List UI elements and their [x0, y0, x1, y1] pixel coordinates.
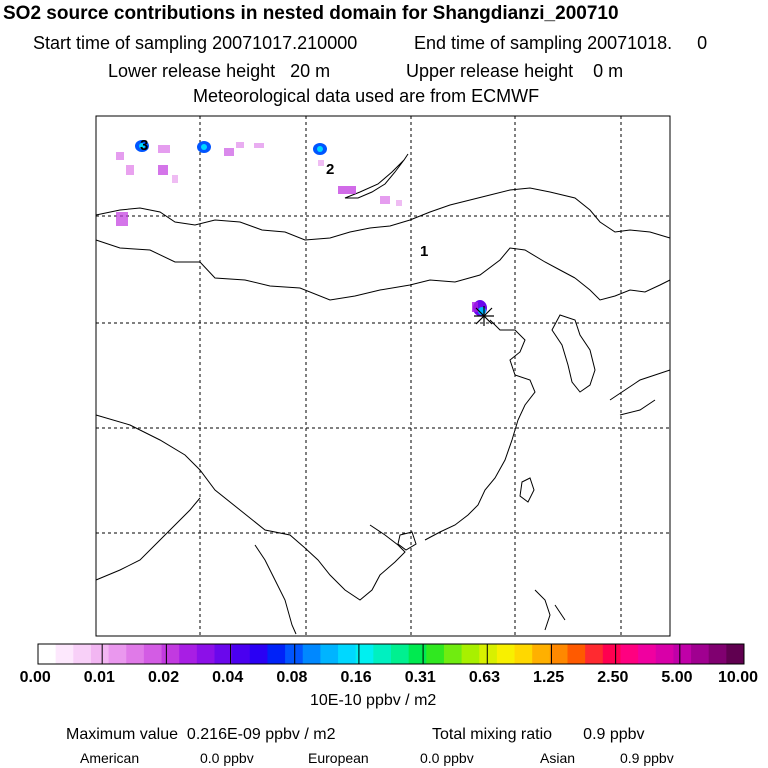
colorbar-cell	[726, 644, 745, 664]
colorbar-tick-label: 0.00	[19, 669, 51, 686]
colorbar-cell	[691, 644, 710, 664]
colorbar-tick-label: 0.01	[83, 669, 115, 686]
colorbar-cell	[73, 644, 92, 664]
colorbar-cells	[38, 644, 745, 664]
colorbar-cell	[673, 644, 692, 664]
colorbar-tick-label: 0.02	[147, 669, 180, 686]
colorbar-cell	[567, 644, 586, 664]
source-american-value: 0.0 ppbv	[200, 750, 254, 766]
colorbar-cell	[408, 644, 427, 664]
colorbar-tick-label: 1.25	[533, 669, 565, 686]
region-label-1: 1	[420, 243, 428, 260]
colorbar-cell	[391, 644, 410, 664]
colorbar-cell	[620, 644, 639, 664]
colorbar-tick-label: 10.00	[718, 669, 759, 686]
colorbar-cell	[461, 644, 480, 664]
colorbar-cell	[479, 644, 498, 664]
end-time-label: End time of sampling 20071018. 0	[414, 33, 708, 53]
colorbar-cell	[90, 644, 110, 664]
region-label-2: 2	[326, 161, 334, 178]
grid-lines	[96, 116, 670, 636]
source-european-label: European	[308, 750, 369, 766]
colorbar-cell	[320, 644, 339, 664]
colorbar-cell	[285, 644, 304, 664]
colorbar-tick-label: 0.08	[276, 669, 308, 686]
max-value-label: Maximum value 0.216E-09 ppbv / m2	[66, 726, 336, 743]
colorbar-cell	[514, 644, 533, 664]
source-asian-label: Asian	[540, 750, 576, 766]
colorbar-cell	[108, 644, 127, 664]
colorbar-cell	[55, 644, 74, 664]
colorbar-cell	[373, 644, 392, 664]
colorbar-cell	[585, 644, 604, 664]
total-mixing-ratio-label: Total mixing ratio 0.9 ppbv	[432, 726, 645, 743]
source-asian-value: 0.9 ppbv	[620, 750, 674, 766]
region-label-3: 3	[140, 137, 148, 154]
colorbar-cell	[267, 644, 286, 664]
colorbar-cell	[549, 644, 568, 664]
source-european-value: 0.0 ppbv	[420, 750, 474, 766]
colorbar-tick-label: 2.50	[597, 669, 629, 686]
colorbar-cell	[338, 644, 357, 664]
colorbar-cell	[708, 644, 727, 664]
coastlines	[95, 153, 671, 635]
colorbar-cell	[161, 644, 180, 664]
colorbar-units: 10E-10 ppbv / m2	[310, 692, 437, 709]
start-time-label: Start time of sampling 20071017.210000	[33, 33, 358, 53]
colorbar-cell	[196, 644, 215, 664]
met-data-label: Meteorological data used are from ECMWF	[193, 86, 540, 106]
colorbar-cell	[38, 644, 57, 664]
colorbar-cell	[302, 644, 321, 664]
colorbar-cell	[655, 644, 674, 664]
colorbar-tick-label: 0.04	[212, 669, 244, 686]
colorbar-frame	[37, 643, 745, 665]
colorbar-tick-label: 0.16	[340, 669, 372, 686]
colorbar-cell	[496, 644, 516, 664]
receptor-site-marker	[474, 306, 494, 326]
colorbar-cell	[602, 644, 621, 664]
concentration-blobs	[116, 140, 487, 316]
colorbar-cell	[638, 644, 657, 664]
upper-release-label: Upper release height 0 m	[406, 61, 624, 81]
plot-title: SO2 source contributions in nested domai…	[3, 3, 619, 24]
colorbar-cell	[532, 644, 551, 664]
colorbar-cell	[179, 644, 198, 664]
colorbar-cell	[232, 644, 251, 664]
colorbar-tick-label: 0.31	[404, 669, 436, 686]
lower-release-label: Lower release height 20 m	[108, 61, 331, 81]
colorbar-cell	[355, 644, 374, 664]
colorbar-cell	[126, 644, 145, 664]
colorbar-tick-label: 0.63	[468, 669, 500, 686]
colorbar-cell	[426, 644, 445, 664]
colorbar-cell	[443, 644, 463, 664]
map-frame	[95, 115, 671, 637]
source-american-label: American	[80, 750, 140, 766]
colorbar-cell	[143, 644, 163, 664]
colorbar-cell	[214, 644, 233, 664]
colorbar-tick-label: 5.00	[661, 669, 693, 686]
colorbar-cell	[249, 644, 268, 664]
